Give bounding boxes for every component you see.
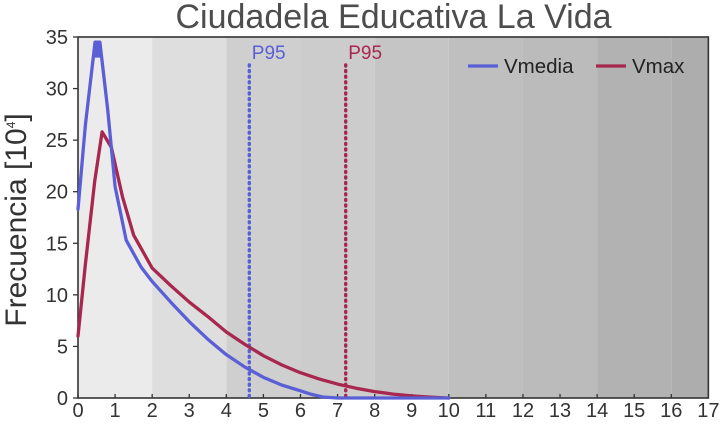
svg-text:P95: P95	[348, 43, 382, 64]
svg-text:5: 5	[258, 400, 269, 422]
svg-text:0: 0	[57, 388, 68, 410]
svg-text:20: 20	[46, 182, 68, 204]
svg-text:15: 15	[46, 233, 68, 255]
svg-text:10: 10	[46, 285, 68, 307]
svg-text:11: 11	[475, 400, 496, 422]
svg-text:8: 8	[369, 400, 380, 422]
svg-text:9: 9	[406, 400, 417, 422]
svg-text:7: 7	[332, 400, 343, 422]
svg-text:1: 1	[110, 400, 121, 422]
svg-text:P95: P95	[252, 43, 286, 64]
svg-text:Vmedia: Vmedia	[504, 55, 574, 78]
svg-text:4: 4	[221, 400, 232, 422]
svg-text:16: 16	[660, 400, 682, 422]
svg-text:Vmax: Vmax	[632, 55, 685, 78]
svg-text:30: 30	[46, 79, 68, 101]
svg-text:25: 25	[46, 130, 68, 152]
svg-text:2: 2	[147, 400, 158, 422]
svg-text:12: 12	[512, 400, 534, 422]
svg-text:0: 0	[72, 400, 83, 422]
svg-text:3: 3	[184, 400, 195, 422]
svg-text:14: 14	[586, 400, 608, 422]
svg-text:17: 17	[697, 400, 719, 422]
svg-text:15: 15	[623, 400, 645, 422]
svg-text:10: 10	[438, 400, 460, 422]
svg-text:5: 5	[57, 336, 68, 358]
svg-text:13: 13	[549, 400, 571, 422]
svg-text:6: 6	[295, 400, 306, 422]
